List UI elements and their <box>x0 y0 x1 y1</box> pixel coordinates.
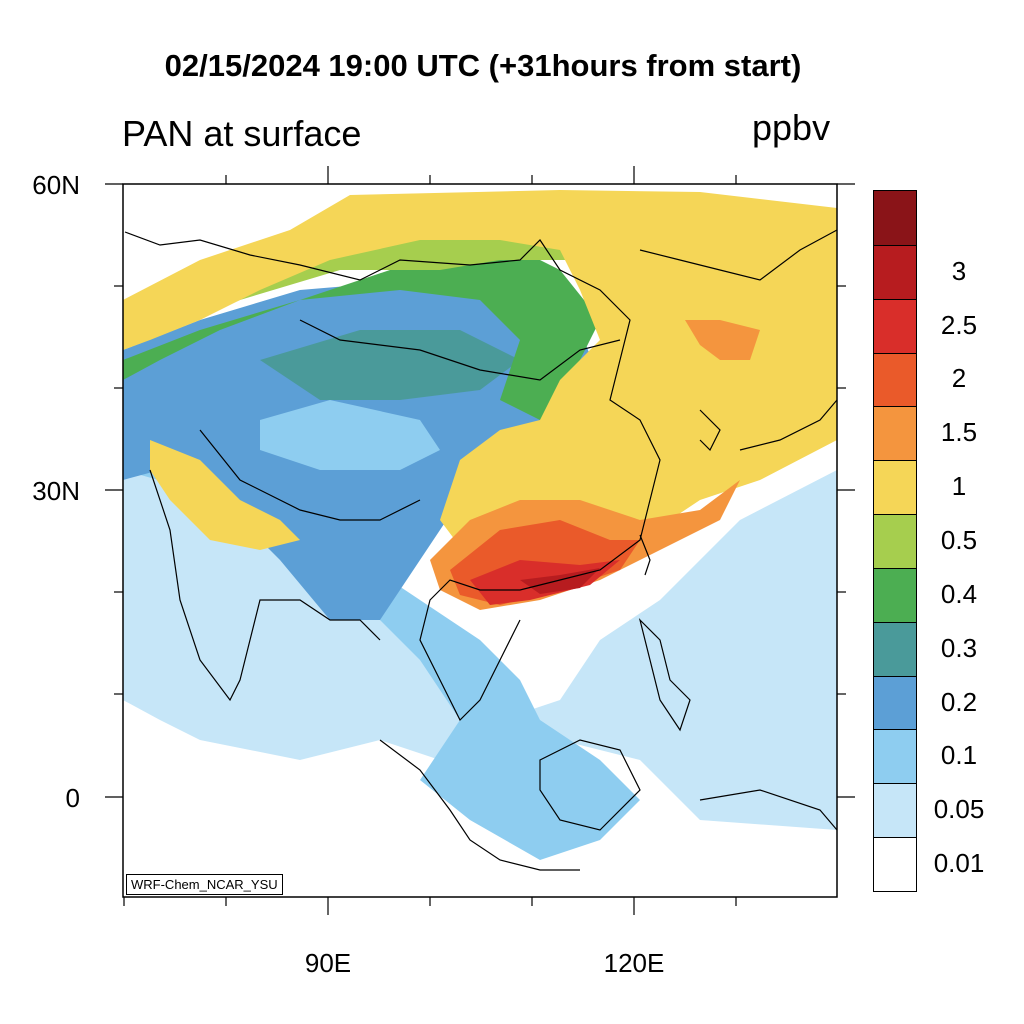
colorbar-segment <box>874 729 916 784</box>
field-1.5-northeast <box>685 320 760 360</box>
chart-title: 02/15/2024 19:00 UTC (+31hours from star… <box>164 48 802 83</box>
colorbar-segment <box>874 837 916 891</box>
unit-label: ppbv <box>752 107 831 148</box>
field-0.4 <box>123 210 600 340</box>
colorbar-label: 2.5 <box>940 309 978 340</box>
variable-label: PAN at surface <box>122 113 362 154</box>
lon-label-90e: 90E <box>304 948 352 978</box>
colorbar-segment <box>874 783 916 838</box>
colorbar-label: 2 <box>951 363 967 394</box>
colorbar-segment <box>874 244 916 299</box>
colorbar-segment <box>874 675 916 730</box>
coastlines <box>124 229 837 871</box>
lat-label-0: 0 <box>65 783 80 813</box>
colorbar-segment <box>874 298 916 353</box>
colorbar-segment <box>874 460 916 515</box>
colorbar-segment <box>874 352 916 407</box>
colorbar-label: 3 <box>951 255 967 286</box>
colorbar-segment <box>874 191 916 245</box>
field-0.01 <box>123 430 837 830</box>
colorbar-segment <box>874 514 916 568</box>
colorbar-segment <box>874 406 916 461</box>
model-tag: WRF-Chem_NCAR_YSU <box>126 874 283 895</box>
colorbar-label: 1 <box>951 471 967 502</box>
colorbar <box>873 190 917 892</box>
field-1 <box>123 190 837 570</box>
colorbar-label: 0.05 <box>933 794 985 825</box>
colorbar-segment <box>874 621 916 676</box>
colorbar-label: 0.4 <box>940 578 978 609</box>
lon-label-120e: 120E <box>603 948 665 978</box>
colorbar-segment <box>874 567 916 622</box>
colorbar-label: 0.5 <box>940 525 978 555</box>
axis-ticks <box>105 166 855 915</box>
colorbar-label: 0.2 <box>940 686 978 717</box>
colorbar-label: 0.01 <box>933 848 985 879</box>
map-frame <box>122 183 838 898</box>
field-1-india <box>150 440 300 550</box>
field-0.3 <box>123 250 600 420</box>
lat-label-60n: 60N <box>32 170 80 200</box>
lat-label-30n: 30N <box>32 476 80 506</box>
field-0.2 <box>260 330 520 400</box>
field-0.05-tibet <box>260 400 440 470</box>
colorbar-label: 0.1 <box>940 740 978 771</box>
field-0.05 <box>123 420 640 860</box>
colorbar-label: 0.3 <box>940 632 978 663</box>
colorbar-label: 1.5 <box>940 417 978 448</box>
